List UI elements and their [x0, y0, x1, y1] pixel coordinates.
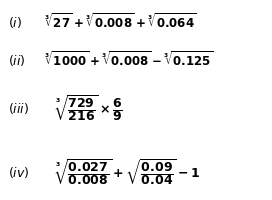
Text: $\mathbf{\sqrt[3]{\dfrac{0.027}{0.008}} + \sqrt{\dfrac{0.09}{0.04}} - 1}$: $\mathbf{\sqrt[3]{\dfrac{0.027}{0.008}} … — [54, 157, 200, 187]
Text: $\mathit{(iv)}$: $\mathit{(iv)}$ — [8, 164, 30, 180]
Text: $\mathbf{\sqrt[3]{\dfrac{729}{216}} \times \dfrac{6}{9}}$: $\mathbf{\sqrt[3]{\dfrac{729}{216}} \tim… — [54, 93, 123, 123]
Text: $\mathit{(i)}$: $\mathit{(i)}$ — [8, 15, 22, 29]
Text: $\mathbf{\sqrt[3]{1000} + \sqrt[3]{0.008} - \sqrt[3]{0.125}}$: $\mathbf{\sqrt[3]{1000} + \sqrt[3]{0.008… — [44, 51, 213, 69]
Text: $\mathbf{\sqrt[3]{27} + \sqrt[3]{0.008} + \sqrt[3]{0.064}}$: $\mathbf{\sqrt[3]{27} + \sqrt[3]{0.008} … — [44, 13, 196, 31]
Text: $\mathit{(iii)}$: $\mathit{(iii)}$ — [8, 100, 29, 116]
Text: $\mathit{(ii)}$: $\mathit{(ii)}$ — [8, 52, 26, 68]
